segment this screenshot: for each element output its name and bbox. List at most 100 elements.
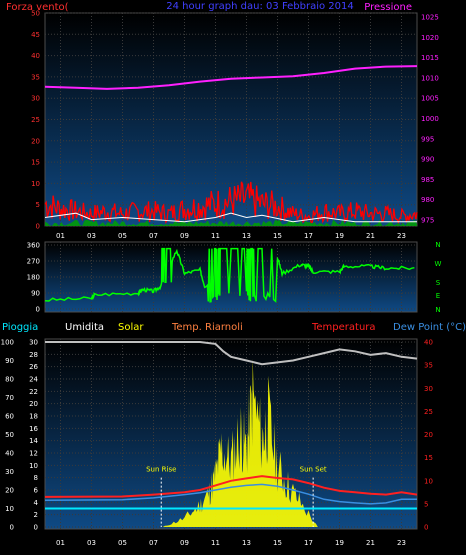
panel3-left-tick-label: 70 (5, 394, 14, 402)
panel1-left-tick-label: 15 (31, 159, 40, 167)
panel1-left-tick-label: 0 (36, 223, 40, 231)
panel3-right-tick-label: 35 (424, 362, 433, 370)
panel3-mid-tick-label: 12 (29, 450, 38, 458)
legend-pioggia: Pioggia (2, 322, 38, 333)
panel2-tick-label: 270 (27, 258, 40, 266)
panel1-left-tick-label: 40 (31, 52, 40, 60)
panel3-left-tick-label: 60 (5, 413, 14, 421)
panel1-right-tick-label: 990 (421, 156, 434, 164)
panel3-mid-tick-label: 24 (29, 376, 38, 384)
panel3-left-tick-label: 80 (5, 376, 14, 384)
wind-pressure-panel: 01 03 05 07 09 11 13 15 17 19 21 230510152025303540… (31, 10, 439, 241)
panel3-x-tick-label: 13 (242, 539, 251, 547)
pressure-line (44, 65, 418, 90)
panel3-right-tick-label: 10 (424, 477, 433, 485)
panel2-tick-label: 0 (36, 306, 40, 314)
panel3-x-tick-label: 11 (211, 539, 220, 547)
panel3-x-tick-label: 03 (87, 539, 96, 547)
panel3-x-tick-label: 17 (304, 539, 313, 547)
panel1-x-tick-label: 09 (180, 232, 189, 240)
panel3-mid-tick-label: 30 (29, 339, 38, 347)
panel1-left-tick-label: 25 (31, 116, 40, 124)
panel3-mid-tick-label: 8 (34, 474, 38, 482)
panel3-mid-tick-label: 28 (29, 351, 38, 359)
solar-area (162, 358, 318, 527)
panel2-cardinal-label: S (436, 279, 441, 287)
legend-solar: Solar (118, 322, 144, 333)
panel1-x-tick-label: 19 (335, 232, 344, 240)
panel3-right-tick-label: 25 (424, 408, 433, 416)
header-right: Pressione (364, 2, 412, 13)
panel3-left-tick-label: 20 (5, 487, 14, 495)
dew-point-line (44, 483, 417, 505)
panel3-mid-tick-label: 6 (34, 487, 39, 495)
panel2-tick-label: 180 (27, 274, 40, 282)
panel3-mid-tick-label: 4 (34, 499, 39, 507)
panel1-x-tick-label: 01 (56, 232, 65, 240)
panel1-right-tick-label: 995 (421, 135, 434, 143)
sunrise-label: Sun Rise (146, 466, 176, 474)
panel1-right-tick-label: 1000 (421, 115, 439, 123)
panel3-mid-tick-label: 0 (34, 524, 38, 532)
panel3-x-tick-label: 19 (335, 539, 344, 547)
panel3-x-tick-label: 23 (397, 539, 406, 547)
panel1-x-tick-label: 13 (242, 232, 251, 240)
legend-row: Pioggia Umidita Solar Temp. Riarnoli Tem… (2, 322, 466, 333)
panel2-tick-label: 90 (31, 290, 40, 298)
panel3-mid-tick-label: 10 (29, 462, 38, 470)
panel1-x-tick-label: 07 (149, 232, 158, 240)
panel1-left-tick-label: 20 (31, 137, 40, 145)
panel3-left-tick-label: 30 (5, 468, 14, 476)
panel1-right-tick-label: 1020 (421, 34, 439, 42)
panel3-mid-tick-label: 2 (34, 511, 38, 519)
panel3-right-tick-label: 5 (424, 500, 428, 508)
panel3-left-tick-label: 10 (5, 505, 14, 513)
panel1-right-tick-label: 1005 (421, 95, 439, 103)
panel1-left-tick-label: 45 (31, 31, 40, 39)
panel3-left-tick-label: 90 (5, 357, 14, 365)
wind-gust-line (44, 181, 418, 225)
panel3-x-tick-label: 21 (366, 539, 375, 547)
panel1-x-tick-label: 21 (366, 232, 375, 240)
panel1-left-tick-label: 30 (31, 95, 40, 103)
panel1-x-tick-label: 03 (87, 232, 96, 240)
panel1-x-tick-label: 15 (273, 232, 282, 240)
panel3-ticks: 0102030405060708090100024681012141618202… (1, 339, 433, 548)
panel1-x-tick-label: 11 (211, 232, 220, 240)
panel3-mid-tick-label: 18 (29, 413, 38, 421)
panel3-right-tick-label: 15 (424, 454, 433, 462)
direction-line (44, 247, 415, 303)
panel3-left-tick-label: 0 (10, 524, 14, 532)
wind-fill-area (45, 219, 417, 226)
wind-avg-line (44, 212, 417, 223)
panel1-right-tick-label: 1015 (421, 54, 439, 62)
panel3-mid-tick-label: 14 (29, 437, 38, 445)
panel2-cardinal-label: N (435, 306, 440, 314)
panel1-right-tick-label: 980 (421, 196, 434, 204)
panel1-right-tick-label: 1010 (421, 74, 439, 82)
panel3-x-tick-label: 07 (149, 539, 158, 547)
panel1-x-tick-label: 05 (118, 232, 127, 240)
header-center: 24 hour graph dau: 03 Febbraio 2014 (166, 1, 354, 12)
humidity-line (45, 341, 418, 366)
panel3-left-tick-label: 50 (5, 431, 14, 439)
sunset-label: Sun Set (300, 466, 327, 474)
panel1-right-tick-label: 985 (421, 176, 434, 184)
panel2-cardinal-label: N (435, 241, 440, 249)
panel1-ticks: 01 03 05 07 09 11 13 15 17 19 21 230510152025303540… (31, 10, 439, 241)
panel1-left-tick-label: 5 (36, 201, 40, 209)
panel1-right-tick-label: 1025 (421, 14, 439, 22)
panel3-x-tick-label: 09 (180, 539, 189, 547)
panel1-left-tick-label: 10 (31, 180, 40, 188)
panel3-left-tick-label: 100 (1, 339, 14, 347)
panel1-x-tick-label: 17 (304, 232, 313, 240)
panel3-x-tick-label: 15 (273, 539, 282, 547)
legend-temp-riarnoli: Temp. Riarnoli (171, 322, 243, 333)
panel1-grid (45, 12, 417, 227)
panel1-x-tick-label: 23 (397, 232, 406, 240)
panel1-left-tick-label: 35 (31, 73, 40, 81)
header-left: Forza vento( (6, 2, 69, 13)
panel3-x-tick-label: 05 (118, 539, 127, 547)
